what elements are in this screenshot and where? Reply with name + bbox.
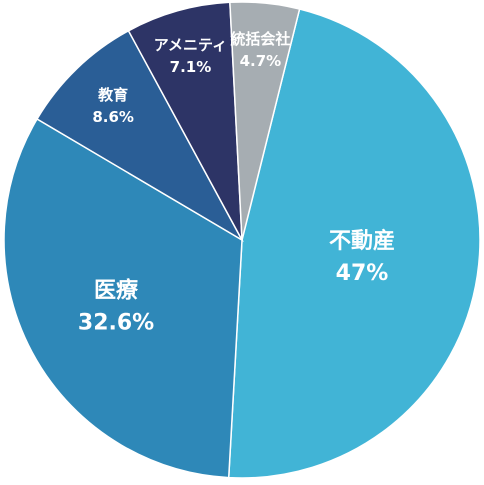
slice-value-label: 7.1% (170, 58, 212, 76)
slice-label: 教育 (97, 86, 128, 104)
pie-slice (3, 117, 243, 479)
pie-slice (36, 29, 244, 243)
slice-value-label: 4.7% (240, 52, 282, 70)
pie-slice (229, 1, 301, 241)
slice-value-label: 32.6% (78, 310, 154, 335)
slice-label: アメニティ (154, 36, 227, 54)
slice-value-label: 47% (336, 261, 389, 286)
slice-label: 統括会社 (230, 30, 290, 48)
slice-value-label: 8.6% (92, 108, 134, 126)
pie-slice (127, 1, 243, 241)
slice-label: 不動産 (329, 228, 395, 254)
slice-label: 医療 (94, 277, 138, 303)
pie-slice (227, 8, 481, 479)
